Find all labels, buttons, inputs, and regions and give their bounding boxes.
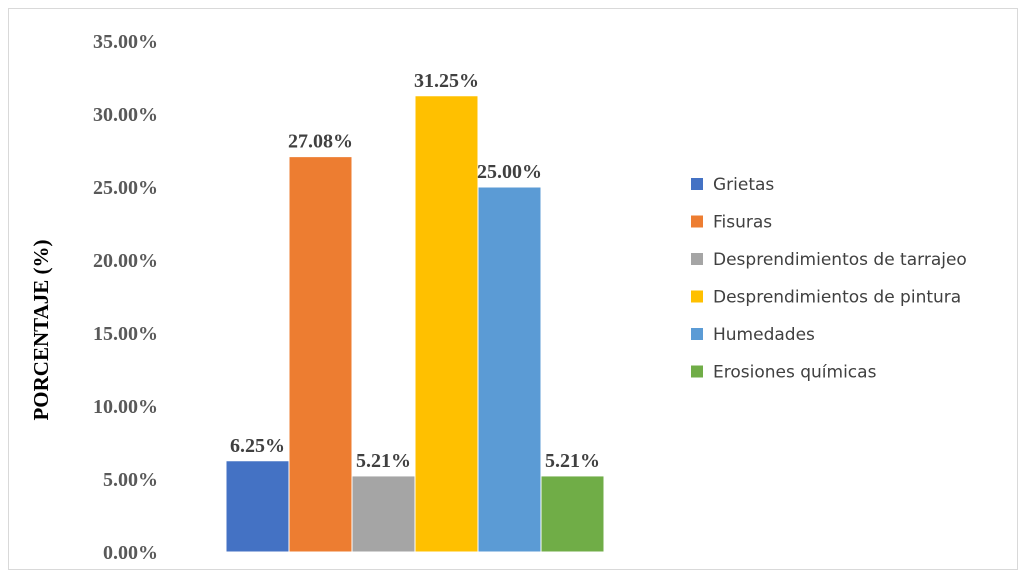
legend: Grietas Fisuras Desprendimientos de tarraj… <box>691 175 967 383</box>
legend-swatch <box>691 253 703 265</box>
data-label: 31.25% <box>414 70 479 92</box>
y-axis-title: PORCENTAJE (%) <box>29 239 53 420</box>
legend-swatch <box>691 215 703 228</box>
data-label: 6.25% <box>230 435 285 457</box>
data-label: 27.08% <box>288 131 353 153</box>
bars <box>225 95 605 553</box>
data-labels: 6.25% 27.08% 5.21% 31.25% 25.00% 5.21% <box>230 70 600 472</box>
legend-swatch <box>691 365 703 378</box>
bar <box>477 186 542 553</box>
legend-label: Desprendimientos de pintura <box>713 288 961 308</box>
y-tick-label: 30.00% <box>93 104 158 126</box>
y-tick-label: 20.00% <box>93 250 158 272</box>
legend-label: Grietas <box>713 175 774 195</box>
legend-swatch <box>691 178 703 190</box>
legend-label: Erosiones químicas <box>713 363 877 383</box>
legend-label: Fisuras <box>713 213 772 233</box>
y-tick-label: 0.00% <box>103 542 158 564</box>
bar <box>225 460 290 553</box>
legend-swatch <box>691 290 703 303</box>
y-tick-label: 35.00% <box>93 31 158 53</box>
y-tick-label: 5.00% <box>103 469 158 491</box>
y-tick-label: 15.00% <box>93 323 158 345</box>
legend-swatch <box>691 328 703 340</box>
legend-label: Humedades <box>713 325 815 345</box>
data-label: 5.21% <box>356 450 411 472</box>
y-axis-ticks: 0.00% 5.00% 10.00% 15.00% 20.00% 25.00% 30.00%… <box>93 31 158 564</box>
bar <box>351 475 416 553</box>
data-label: 25.00% <box>477 161 542 183</box>
y-tick-label: 25.00% <box>93 177 158 199</box>
y-tick-label: 10.00% <box>93 396 158 418</box>
bar <box>414 95 479 553</box>
data-label: 5.21% <box>545 450 600 472</box>
legend-label: Desprendimientos de tarrajeo <box>713 250 967 270</box>
bar <box>288 156 353 553</box>
bar <box>540 475 605 553</box>
